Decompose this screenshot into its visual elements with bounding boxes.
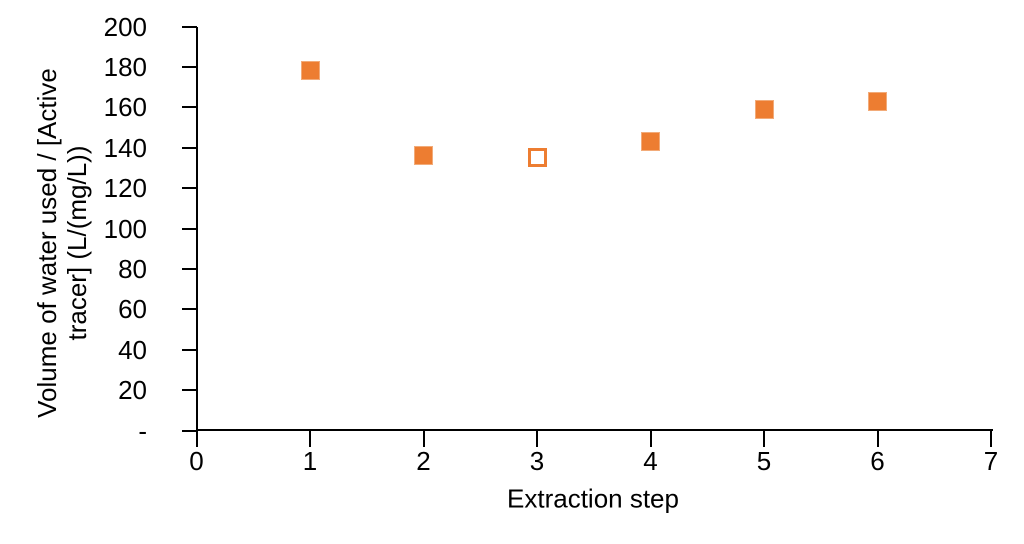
y-tick-mark	[181, 25, 197, 28]
data-point-square	[754, 99, 774, 119]
y-tick-label: 120	[103, 173, 147, 204]
y-tick-mark	[181, 389, 197, 392]
y-tick-label: 60	[118, 294, 147, 325]
x-axis-title: Extraction step	[507, 483, 679, 514]
x-tick-label: 7	[983, 446, 999, 476]
x-tick-label: 5	[756, 446, 772, 476]
y-tick-label: 140	[103, 132, 147, 163]
x-tick-label: 6	[870, 446, 885, 476]
x-tick-label: 1	[302, 446, 318, 476]
x-tick-mark	[876, 430, 879, 447]
y-tick-mark	[181, 308, 197, 311]
y-tick-mark	[181, 146, 197, 149]
y-tick-label: 180	[103, 51, 147, 82]
y-tick-label: 20	[118, 375, 147, 406]
x-tick-label: 0	[189, 446, 204, 476]
x-tick-label: 3	[529, 446, 545, 476]
data-point-square	[414, 146, 433, 166]
y-tick-label: 80	[118, 253, 147, 284]
x-tick-mark	[195, 430, 198, 447]
y-tick-mark	[181, 65, 197, 68]
x-tick-label: 4	[643, 446, 658, 476]
y-tick-label: 40	[118, 334, 147, 365]
y-tick-mark	[181, 267, 197, 270]
x-tick-mark	[763, 430, 765, 447]
y-tick-mark	[181, 429, 197, 432]
y-tick-label: 200	[103, 11, 147, 42]
y-tick-label: 100	[103, 213, 147, 244]
data-point-square	[300, 61, 320, 81]
y-tick-mark	[181, 227, 197, 230]
x-tick-mark	[422, 430, 425, 447]
y-axis-title-line-2: tracer] (L/(mg/L))	[62, 145, 92, 341]
x-tick-mark	[309, 430, 311, 447]
data-point-square-open	[527, 148, 547, 168]
data-point-square	[868, 91, 887, 111]
y-axis-title: Volume of water used / [Active tracer] (…	[32, 68, 92, 418]
y-tick-label: -	[138, 415, 147, 446]
y-tick-mark	[181, 187, 197, 190]
y-tick-label: 160	[103, 92, 147, 123]
y-tick-mark	[181, 348, 197, 351]
x-tick-mark	[649, 430, 652, 447]
x-tick-mark	[990, 430, 992, 447]
data-point-square	[641, 132, 660, 152]
x-axis-line	[195, 429, 993, 431]
x-tick-label: 2	[416, 446, 431, 476]
y-axis-line	[195, 26, 198, 431]
y-axis-title-line-1: Volume of water used / [Active	[32, 68, 62, 418]
y-tick-mark	[181, 106, 197, 109]
x-tick-mark	[536, 430, 538, 447]
